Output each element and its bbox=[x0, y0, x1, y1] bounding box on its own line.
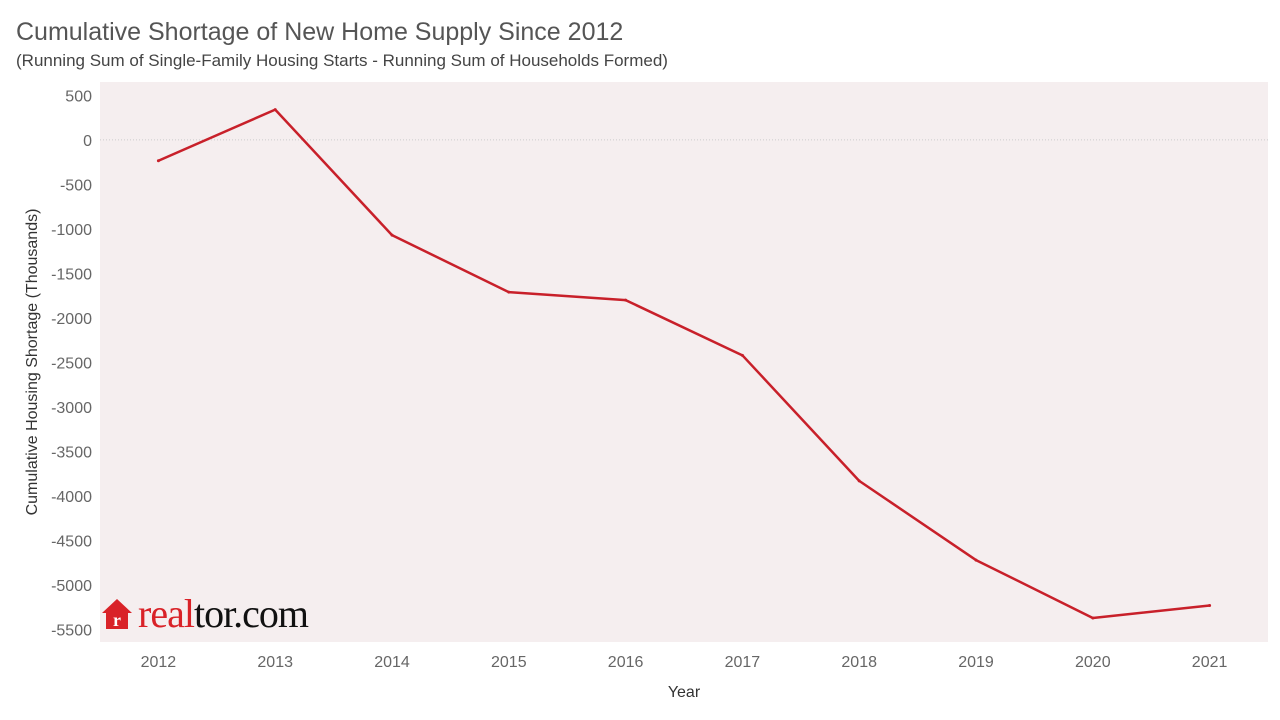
data-point bbox=[740, 353, 744, 357]
y-tick-label: -4500 bbox=[51, 534, 92, 551]
chart-title: Cumulative Shortage of New Home Supply S… bbox=[16, 18, 624, 46]
data-point bbox=[390, 233, 394, 237]
data-point bbox=[974, 558, 978, 562]
x-tick-label: 2017 bbox=[725, 654, 761, 671]
series-line bbox=[157, 108, 1210, 620]
data-point bbox=[857, 479, 861, 483]
y-tick-label: -2500 bbox=[51, 355, 92, 372]
data-point bbox=[624, 298, 628, 302]
y-tick-label: -1000 bbox=[51, 222, 92, 239]
y-tick-label: -1500 bbox=[51, 266, 92, 283]
x-tick-label: 2020 bbox=[1075, 654, 1111, 671]
data-point bbox=[1091, 616, 1095, 620]
y-axis: 500 0 -500 -1000 -1500 -2000 -2500 -3000 -3500 -4… bbox=[51, 88, 92, 639]
y-tick-label: -3000 bbox=[51, 400, 92, 417]
y-tick-label: -3500 bbox=[51, 444, 92, 461]
realtor-logo: r realtor.com bbox=[100, 591, 309, 636]
data-point bbox=[156, 159, 160, 163]
x-tick-label: 2012 bbox=[141, 654, 177, 671]
y-tick-label: 500 bbox=[65, 88, 92, 105]
logo-text-black: tor.com bbox=[193, 591, 309, 636]
house-logo-icon: r bbox=[102, 599, 132, 630]
x-tick-label: 2021 bbox=[1192, 654, 1228, 671]
x-tick-label: 2014 bbox=[374, 654, 410, 671]
x-tick-label: 2016 bbox=[608, 654, 644, 671]
chart-subtitle: (Running Sum of Single-Family Housing St… bbox=[16, 51, 668, 70]
y-axis-title: Cumulative Housing Shortage (Thousands) bbox=[24, 209, 41, 516]
y-tick-label: -5500 bbox=[51, 623, 92, 640]
x-axis: 2012 2013 2014 2015 2016 2017 2018 2019 2020 2021 bbox=[141, 654, 1228, 671]
y-tick-label: -2000 bbox=[51, 311, 92, 328]
data-point bbox=[1208, 603, 1212, 607]
x-tick-label: 2018 bbox=[841, 654, 877, 671]
y-tick-label: -5000 bbox=[51, 578, 92, 595]
svg-text:r: r bbox=[113, 610, 121, 630]
y-tick-label: 0 bbox=[83, 133, 92, 150]
logo-text-red: real bbox=[138, 591, 195, 636]
x-tick-label: 2019 bbox=[958, 654, 994, 671]
y-tick-label: -500 bbox=[60, 177, 92, 194]
data-point bbox=[507, 290, 511, 294]
data-point bbox=[273, 108, 277, 112]
y-tick-label: -4000 bbox=[51, 489, 92, 506]
x-axis-title: Year bbox=[668, 684, 701, 701]
x-tick-label: 2015 bbox=[491, 654, 527, 671]
x-tick-label: 2013 bbox=[257, 654, 293, 671]
plot-area bbox=[100, 82, 1268, 642]
